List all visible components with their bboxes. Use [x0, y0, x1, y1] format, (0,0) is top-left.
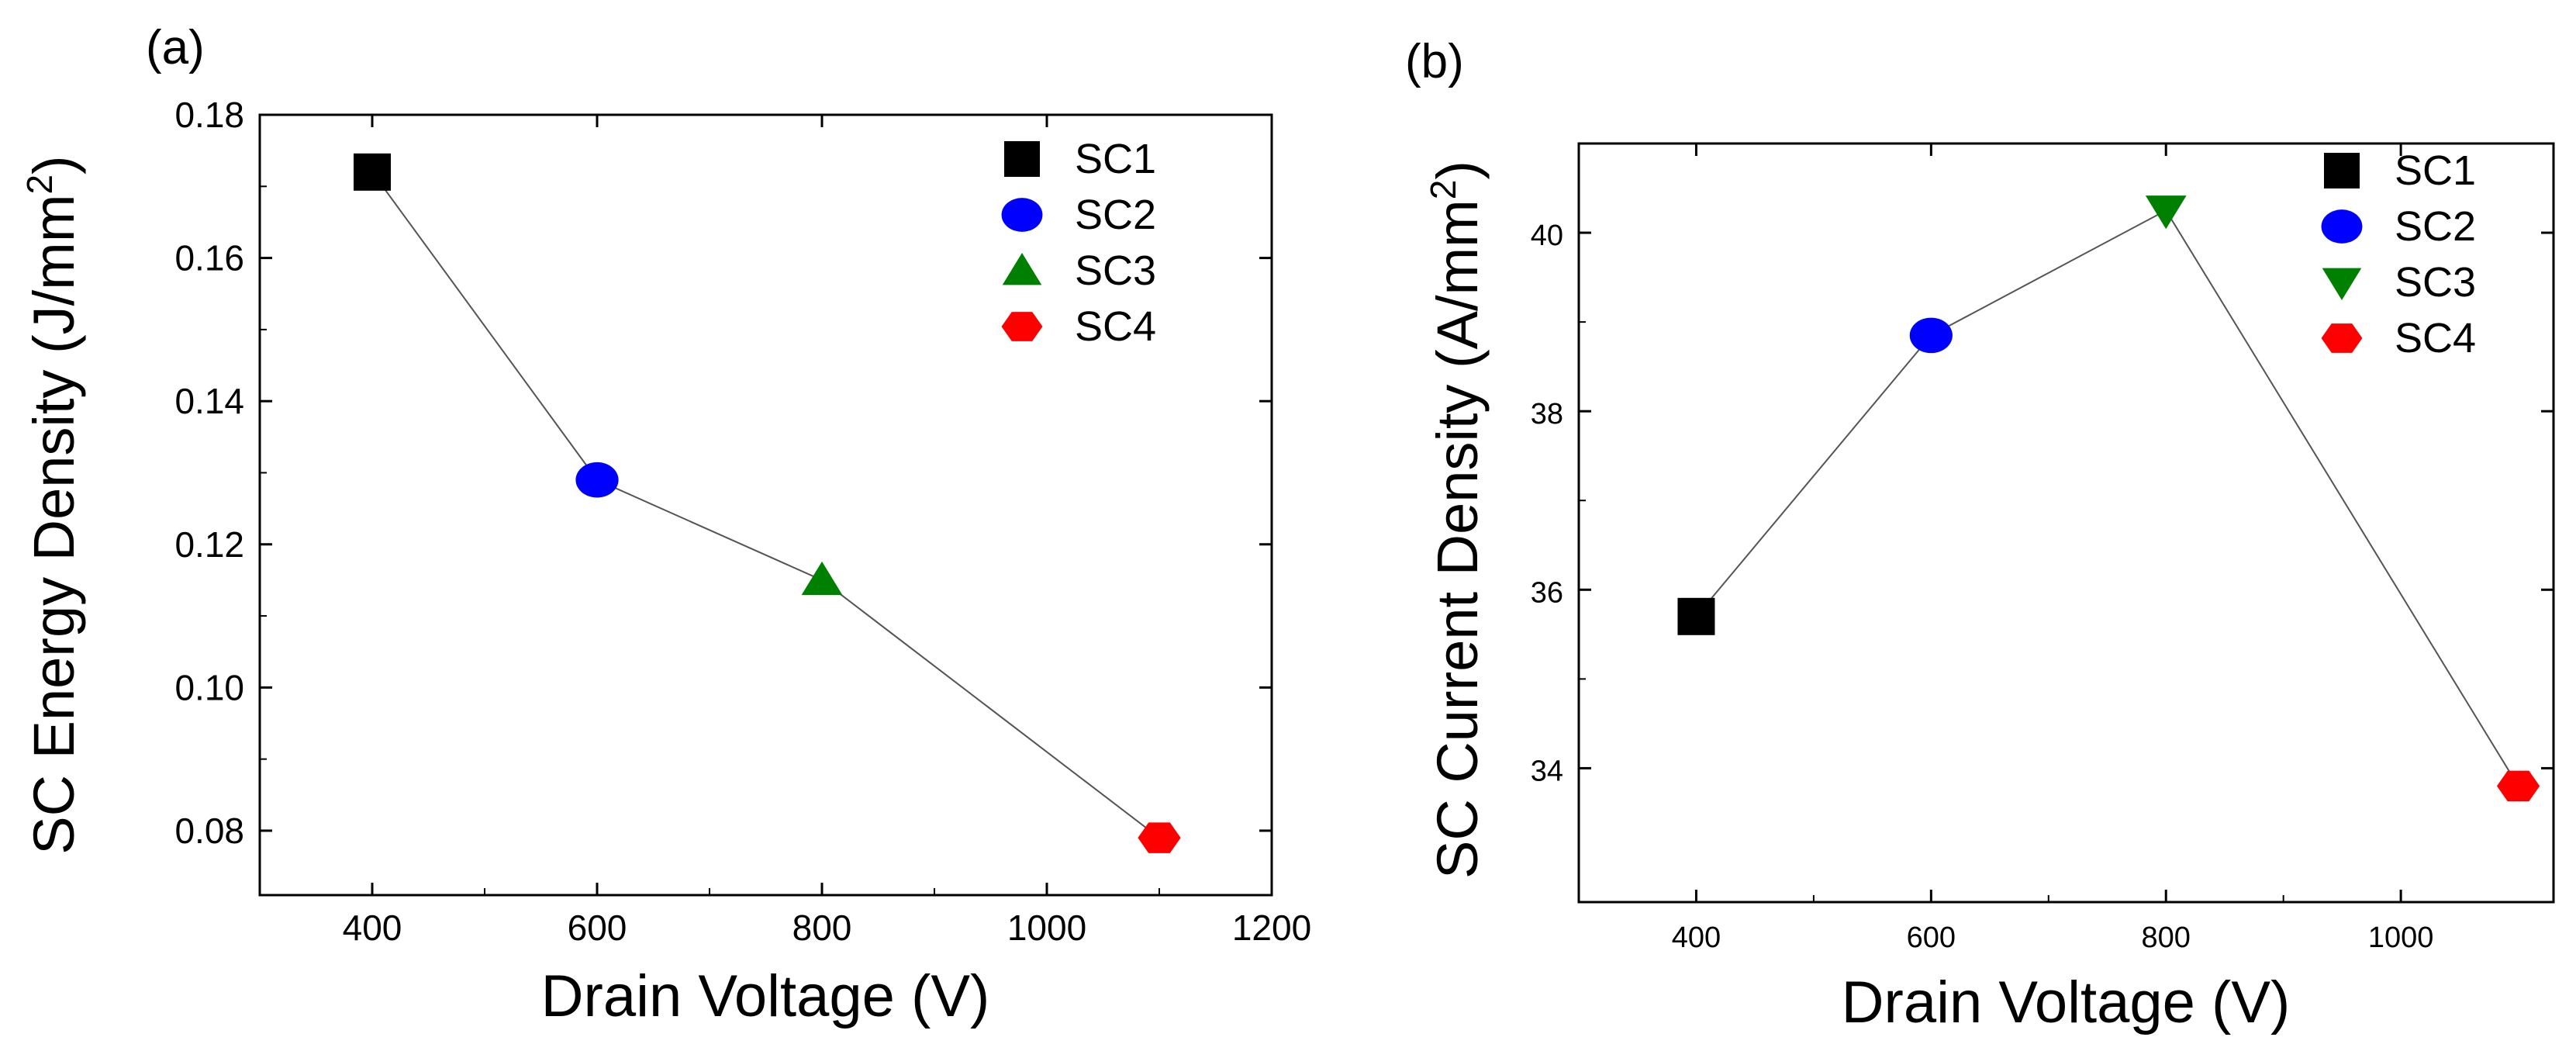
data-point-sc4: [1138, 822, 1181, 853]
legend-marker-sc1: [1004, 141, 1040, 177]
data-point-sc1: [354, 153, 391, 191]
legend-label-sc4: SC4: [1075, 303, 1156, 350]
panel-a-x-axis-label: Drain Voltage (V): [541, 963, 990, 1029]
legend-marker-sc1: [2324, 153, 2360, 188]
legend-marker-sc3: [2322, 268, 2362, 300]
y-tick-label: 0.18: [174, 95, 244, 135]
panel-a-y-axis-label-superscript: 2: [19, 175, 60, 195]
x-tick-label: 1200: [1232, 908, 1311, 948]
series-connecting-line: [1695, 209, 2519, 787]
data-point-sc1: [1677, 597, 1715, 635]
panel-b-marks: [1677, 195, 2540, 802]
x-tick-label: 600: [1907, 921, 1956, 954]
panel-b-x-axis-label: Drain Voltage (V): [1842, 970, 2291, 1036]
y-tick-label: 0.16: [174, 238, 244, 278]
panel-a-label: (a): [146, 21, 205, 74]
y-tick-label: 36: [1531, 576, 1563, 609]
y-tick-label: 0.12: [174, 524, 244, 565]
panel-a-axes: 400 600 800 1000 1200 0.08 0.10 0.12 0.14 0.16 0.1…: [174, 95, 1311, 948]
legend-label-sc2: SC2: [1075, 192, 1156, 238]
legend-label-sc1: SC1: [1075, 136, 1156, 182]
panel-a-y-axis-label-main: SC Energy Density (J/mm: [22, 195, 86, 855]
data-point-sc3: [2145, 195, 2187, 230]
x-tick-label: 400: [1672, 921, 1721, 954]
x-tick-label: 800: [2142, 921, 2191, 954]
data-point-sc4: [2496, 770, 2540, 802]
panel-b-y-axis-label: SC Current Density (A/mm2): [1423, 161, 1490, 879]
x-tick-label: 400: [343, 908, 402, 948]
panel-b-axes: 400 600 800 1000 34 36 38 40: [1531, 143, 2554, 954]
legend-marker-sc4: [2321, 323, 2363, 353]
panel-a-plot-frame: [258, 113, 1273, 897]
legend-label-sc3: SC3: [1075, 247, 1156, 294]
panel-b-y-axis-label-superscript: 2: [1423, 180, 1463, 200]
x-tick-label: 1000: [2368, 921, 2434, 954]
y-tick-label: 0.08: [174, 811, 244, 851]
x-tick-label: 600: [568, 908, 627, 948]
panel-b-plot-frame: [1577, 142, 2555, 904]
legend-label-sc2: SC2: [2395, 203, 2476, 250]
panel-b-y-axis-label-main: SC Current Density (A/mm: [1425, 199, 1490, 879]
y-tick-label: 38: [1531, 398, 1563, 430]
panel-a: (a) 400 600 800 1000 1200 0.08 0.10 0.12 0.14 0.1…: [19, 21, 1311, 1029]
legend-label-sc3: SC3: [2395, 259, 2476, 306]
panel-b-y-axis-label-close: ): [1425, 161, 1490, 180]
panel-b-label: (b): [1405, 35, 1464, 88]
legend-marker-sc2: [2321, 209, 2363, 244]
legend-marker-sc4: [1001, 312, 1043, 341]
x-tick-label: 800: [792, 908, 852, 948]
series-connecting-line: [371, 171, 1160, 838]
panel-b-legend: SC1 SC2 SC3 SC4: [2321, 147, 2476, 361]
legend-marker-sc2: [1001, 198, 1043, 232]
x-tick-label: 1000: [1007, 908, 1086, 948]
y-tick-label: 0.14: [174, 381, 244, 421]
legend-label-sc4: SC4: [2395, 315, 2476, 361]
y-tick-label: 40: [1531, 220, 1563, 252]
panel-a-legend: SC1 SC2 SC3 SC4: [1001, 136, 1156, 350]
legend-marker-sc3: [1002, 253, 1042, 285]
y-tick-label: 34: [1531, 755, 1563, 787]
panel-a-y-axis-label: SC Energy Density (J/mm2): [19, 155, 86, 854]
panel-a-marks: [354, 153, 1181, 853]
panel-b: (b) 400 600 800 1000 34 36 38 40 SC1 SC2 SC3 SC4 D…: [1405, 35, 2555, 1036]
legend-label-sc1: SC1: [2395, 147, 2476, 194]
data-point-sc2: [575, 462, 619, 498]
y-tick-label: 0.10: [174, 667, 244, 707]
data-point-sc3: [801, 561, 843, 596]
panel-a-y-axis-label-close: ): [22, 155, 86, 175]
data-point-sc2: [1909, 317, 1953, 354]
